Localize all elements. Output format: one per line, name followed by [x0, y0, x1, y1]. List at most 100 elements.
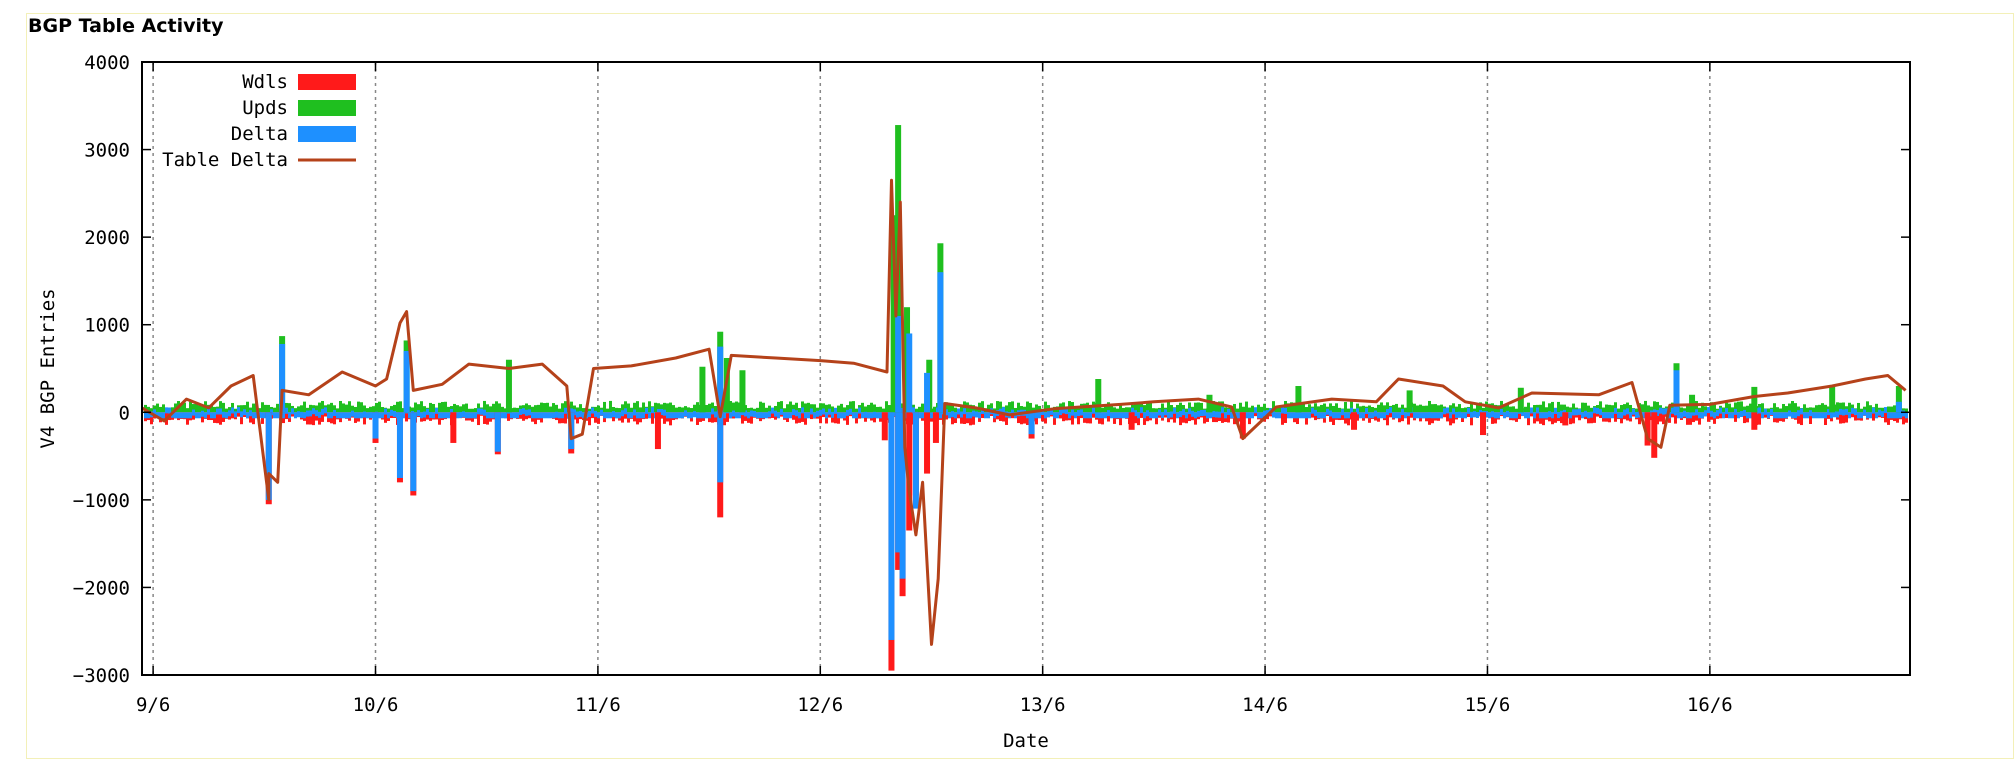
- wdls-bar: [573, 412, 576, 420]
- upds-bar: [675, 407, 678, 413]
- wdls-bar: [726, 412, 729, 422]
- wdls-bar: [483, 412, 486, 424]
- delta-bar: [1833, 411, 1836, 418]
- delta-bar: [519, 408, 522, 415]
- wdls-bar: [1872, 412, 1875, 421]
- wdls-bar: [477, 412, 480, 426]
- delta-bar: [1380, 412, 1383, 419]
- delta-bar: [1134, 410, 1137, 417]
- upds-bar: [1035, 404, 1038, 413]
- wdls-bar: [1341, 412, 1344, 420]
- upds-bar: [477, 403, 480, 413]
- wdls-bar: [1173, 412, 1176, 423]
- delta-bar: [630, 412, 633, 419]
- upds-bar: [759, 401, 762, 413]
- upds-bar: [1653, 401, 1656, 413]
- delta-bar: [1377, 412, 1380, 419]
- wdls-bar: [312, 412, 315, 426]
- delta-bar: [1524, 412, 1527, 419]
- wdls-bar: [1651, 412, 1658, 458]
- upds-bar: [1374, 407, 1377, 413]
- upds-bar: [345, 404, 348, 413]
- upds-bar: [1761, 403, 1764, 413]
- wdls-bar: [822, 412, 825, 418]
- upds-bar: [234, 408, 237, 413]
- upds-bar: [1239, 402, 1242, 413]
- delta-bar: [1620, 412, 1623, 419]
- delta-bar: [627, 412, 630, 419]
- delta-bar: [669, 412, 672, 419]
- upds-bar: [1470, 403, 1473, 413]
- delta-bar: [1200, 410, 1203, 417]
- upds-bar: [1539, 404, 1542, 413]
- wdls-bar: [1017, 412, 1020, 424]
- upds-bar: [381, 407, 384, 413]
- delta-bar: [1809, 410, 1812, 417]
- upds-bar: [1617, 408, 1620, 413]
- upds-bar: [753, 408, 756, 413]
- wdls-bar: [1107, 412, 1110, 422]
- upds-bar: [570, 401, 573, 413]
- delta-bar: [315, 410, 318, 417]
- delta-bar: [969, 412, 972, 419]
- wdls-bar: [741, 412, 744, 424]
- wdls-bar: [1659, 412, 1662, 422]
- wdls-bar: [1674, 412, 1677, 424]
- wdls-bar: [1560, 412, 1563, 424]
- upds-bar: [303, 401, 306, 413]
- wdls-bar: [216, 412, 219, 424]
- delta-bar: [1494, 412, 1497, 419]
- y-tick-label: −2000: [73, 577, 130, 599]
- delta-bar: [1812, 412, 1815, 419]
- delta-bar: [1281, 407, 1284, 414]
- delta-bar: [651, 407, 654, 414]
- delta-bar: [633, 409, 636, 416]
- delta-bar: [265, 412, 272, 500]
- upds-bar: [1455, 406, 1458, 413]
- upds-bar: [1308, 404, 1311, 413]
- delta-bar: [402, 412, 405, 419]
- delta-bar: [1389, 407, 1392, 414]
- delta-bar: [1542, 412, 1545, 419]
- delta-bar: [1686, 412, 1689, 419]
- delta-bar: [867, 412, 870, 419]
- wdls-bar: [309, 412, 312, 425]
- wdls-bar: [1389, 412, 1392, 418]
- upds-bar: [243, 405, 246, 413]
- delta-bar: [528, 409, 531, 416]
- delta-bar: [1272, 411, 1275, 418]
- delta-bar: [204, 412, 207, 419]
- upds-bar: [1842, 402, 1845, 413]
- delta-bar: [738, 412, 741, 419]
- upds-bar: [498, 403, 501, 413]
- wdls-bar: [711, 412, 714, 423]
- upds-bar: [1797, 406, 1800, 413]
- delta-bar: [594, 410, 597, 417]
- y-tick-label: 1000: [84, 315, 130, 337]
- wdls-bar: [1194, 412, 1197, 425]
- upds-bar: [1440, 404, 1443, 413]
- upds-bar: [540, 402, 543, 413]
- upds-bar: [1119, 404, 1122, 413]
- delta-bar: [690, 412, 693, 419]
- delta-bar: [1080, 409, 1083, 416]
- upds-bar: [606, 408, 609, 413]
- x-tick-label: 12/6: [797, 694, 843, 716]
- upds-bar: [1413, 403, 1416, 413]
- upds-bar: [780, 401, 783, 413]
- wdls-bar: [1851, 412, 1854, 418]
- delta-bar: [672, 412, 675, 419]
- delta-bar: [717, 346, 724, 413]
- delta-bar: [750, 410, 753, 417]
- delta-bar: [954, 412, 957, 419]
- delta-bar: [1413, 412, 1416, 419]
- upds-bar: [633, 402, 636, 413]
- delta-bar: [357, 412, 360, 419]
- upds-bar: [273, 407, 276, 413]
- upds-bar: [420, 401, 423, 413]
- upds-bar: [579, 404, 582, 413]
- delta-bar: [702, 412, 705, 419]
- upds-bar: [1695, 401, 1698, 413]
- upds-bar: [1437, 405, 1440, 413]
- delta-bar: [816, 410, 819, 417]
